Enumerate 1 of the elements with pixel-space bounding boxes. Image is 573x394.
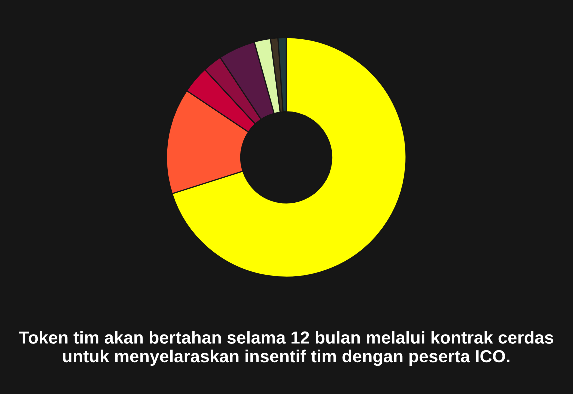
text: Token tim akan bertahan selama 12 bulan melalui kontrak cerdas untuk menyelaraskan insentif tim dengan peserta ICO. [19, 331, 554, 366]
